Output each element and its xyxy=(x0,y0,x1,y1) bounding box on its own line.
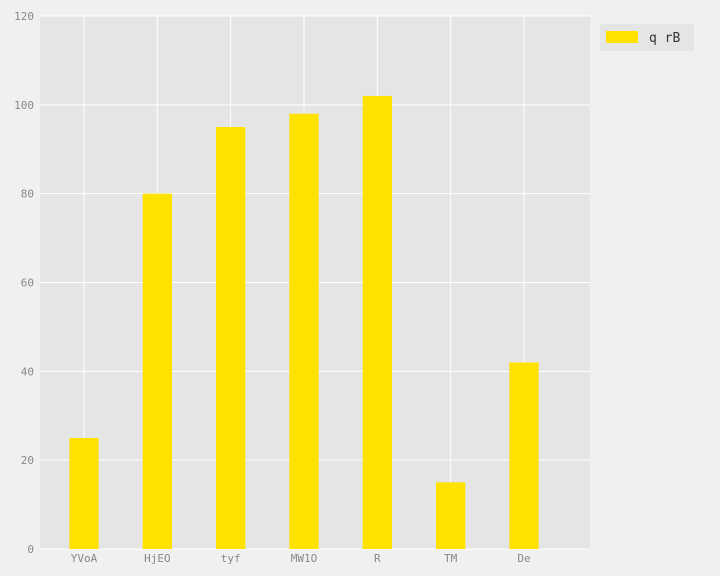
legend-label: q rB xyxy=(649,31,680,46)
x-tick-label: tyf xyxy=(221,552,241,565)
y-tick-label: 0 xyxy=(27,543,34,556)
y-tick-label: 120 xyxy=(14,10,34,23)
x-axis-tick-labels: YVoA HjEO tyf MW1O R TM De xyxy=(71,552,531,565)
bar-tm xyxy=(436,482,466,549)
x-tick-label: TM xyxy=(444,552,458,565)
bars xyxy=(69,95,539,550)
legend-swatch xyxy=(606,31,638,43)
y-tick-label: 80 xyxy=(21,188,34,201)
bar-yvoa xyxy=(69,437,99,549)
y-tick-label: 60 xyxy=(21,277,34,290)
y-tick-label: 100 xyxy=(14,99,34,112)
x-tick-label: R xyxy=(374,552,381,565)
bar-hjeo xyxy=(142,193,172,549)
bar-tyf xyxy=(216,127,246,550)
x-tick-label: De xyxy=(517,552,530,565)
legend: q rB xyxy=(600,24,694,51)
x-tick-label: MW1O xyxy=(291,552,318,565)
x-tick-label: HjEO xyxy=(144,552,171,565)
y-axis-tick-labels: 0 20 40 60 80 100 120 xyxy=(14,10,34,556)
y-tick-label: 40 xyxy=(21,365,34,378)
bar-de xyxy=(509,362,539,549)
x-tick-label: YVoA xyxy=(71,552,98,565)
y-tick-label: 20 xyxy=(21,454,34,467)
bar-mw1o xyxy=(289,113,319,549)
bar-r xyxy=(362,95,392,549)
